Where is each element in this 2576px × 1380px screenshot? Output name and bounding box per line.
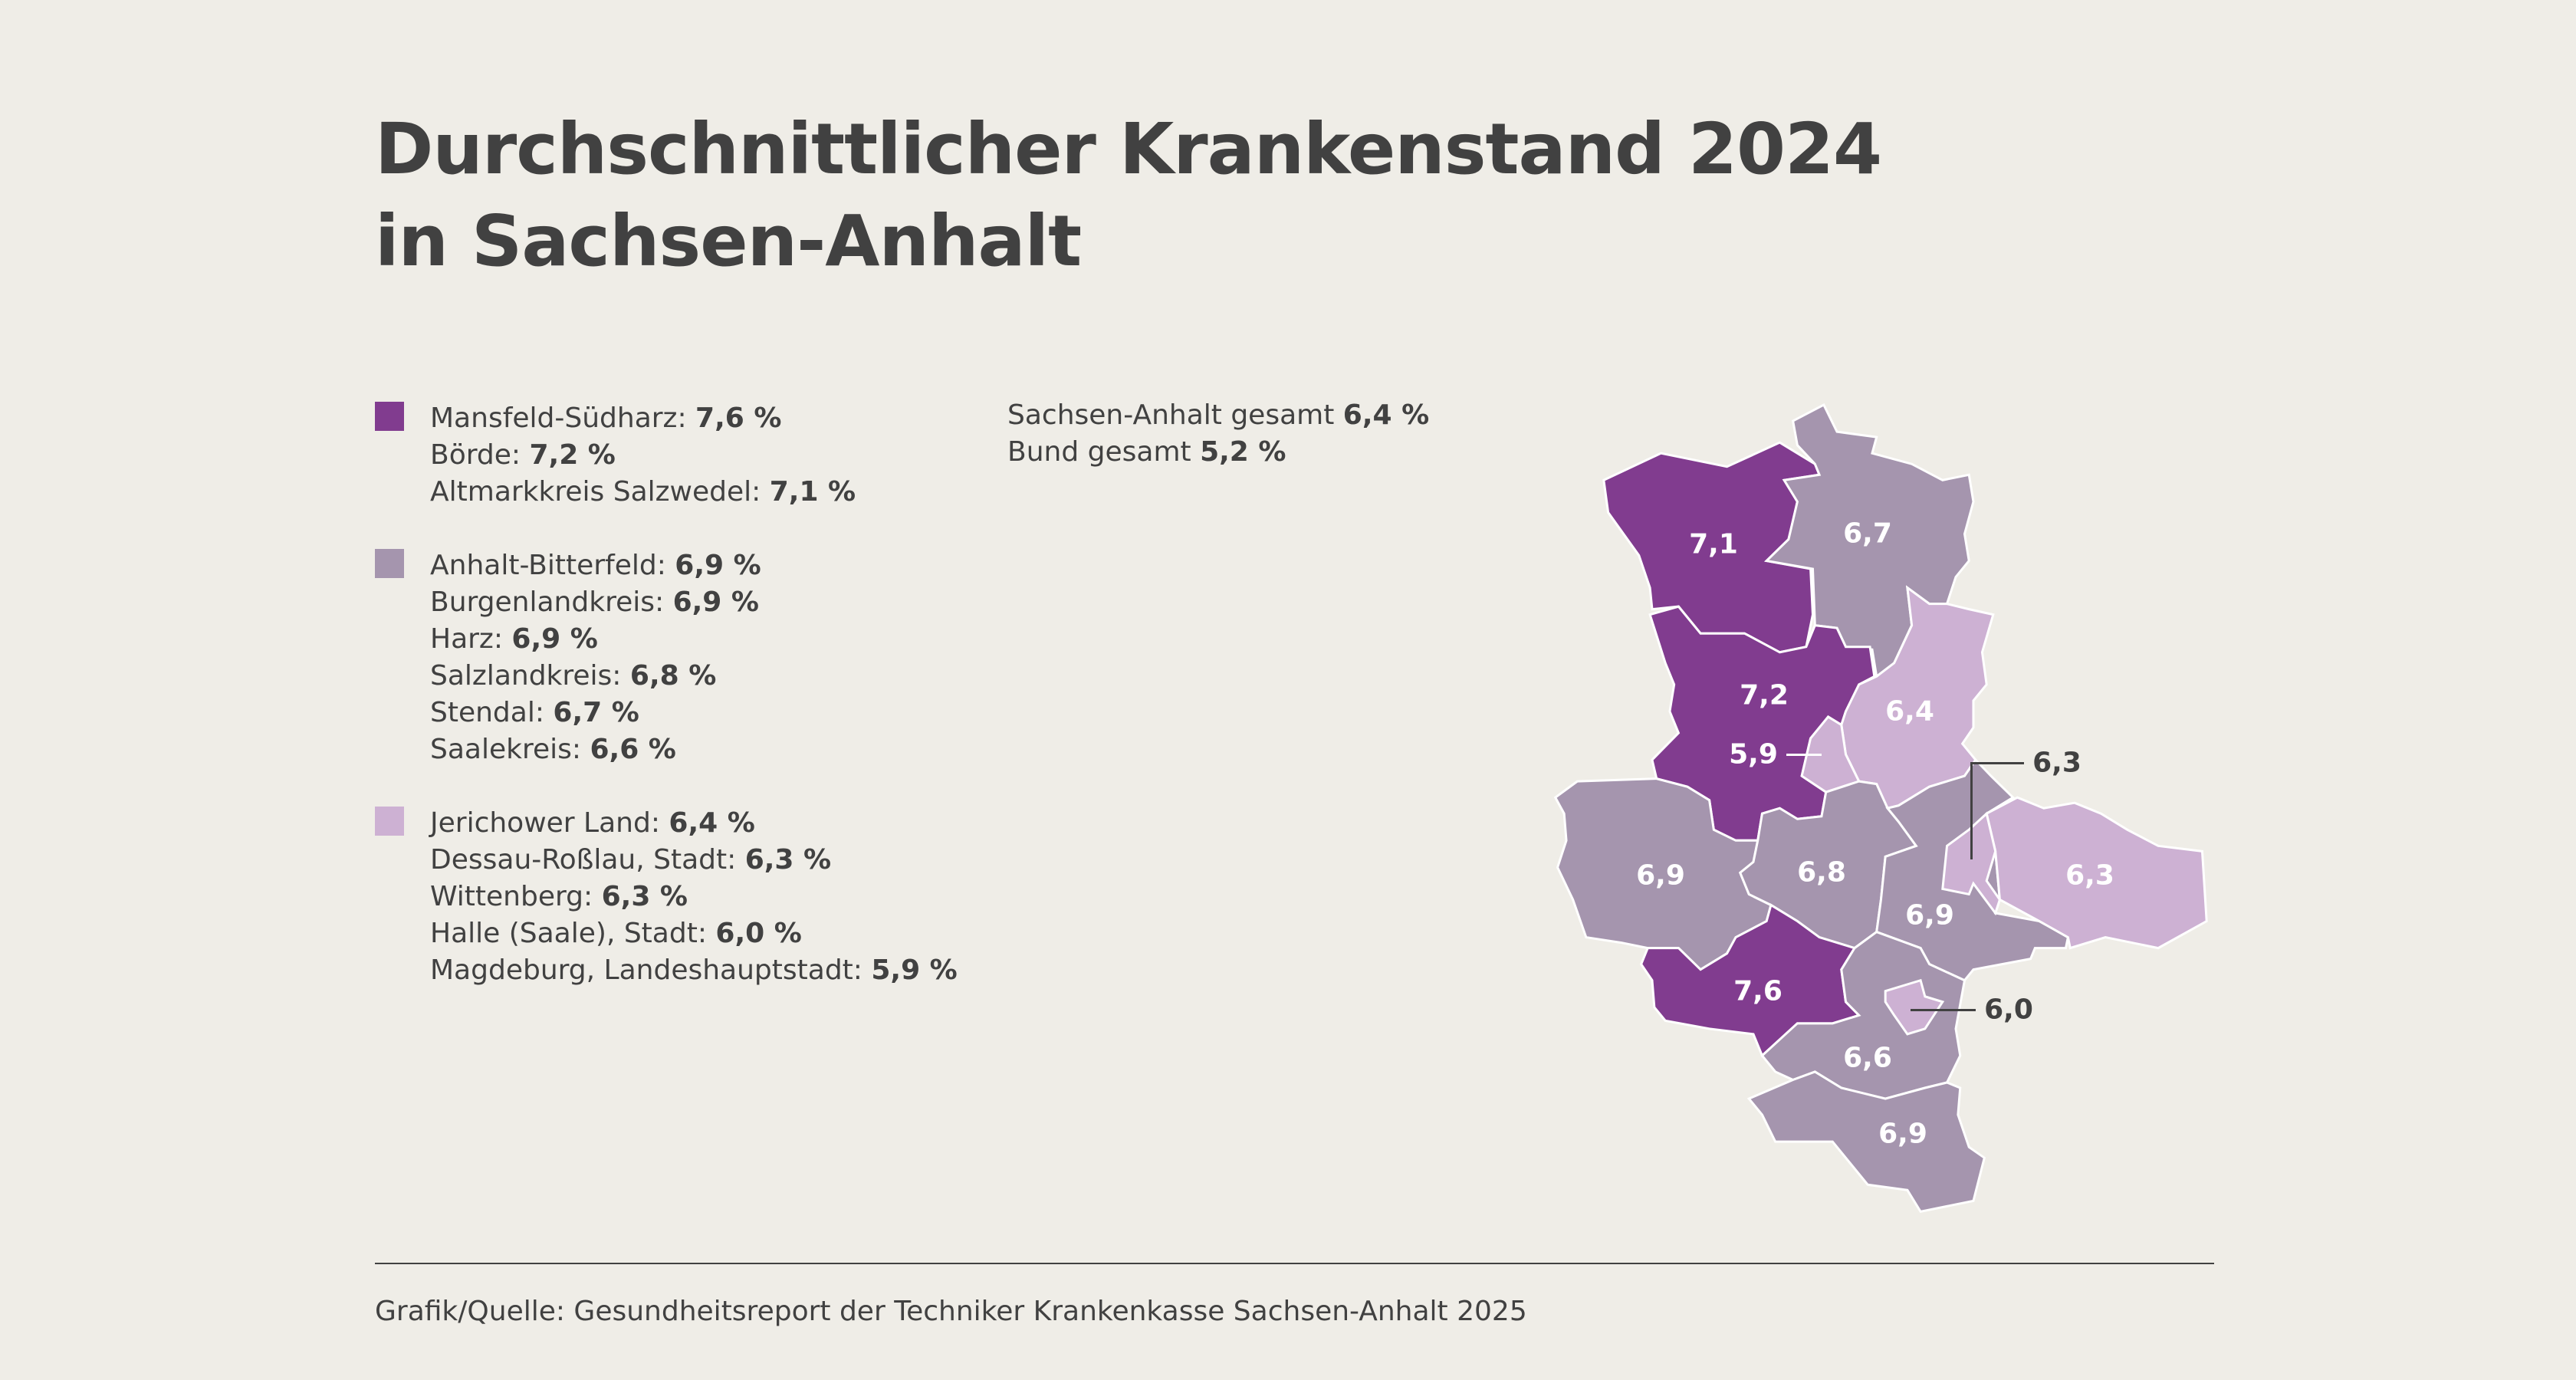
legend-item-value: 6,9 % (511, 623, 598, 655)
dessau-leader-line-v (1970, 762, 1973, 859)
legend-item-value: 6,8 % (629, 660, 717, 692)
legend-item-value: 7,6 % (695, 402, 782, 434)
legend-item-value: 6,0 % (715, 918, 802, 949)
region-altmark (1604, 442, 1819, 652)
map-label-magdeburg: 5,9 (1729, 738, 1778, 770)
map-label-mansfeld-suedharz: 7,6 (1733, 975, 1783, 1007)
total-label: Bund gesamt (1007, 436, 1201, 468)
legend-item-value: 6,9 % (672, 586, 759, 618)
legend-item-name: Salzlandkreis: (430, 660, 630, 692)
legend-item-value: 6,7 % (553, 697, 639, 728)
legend-item-name: Mansfeld-Südharz: (430, 402, 696, 434)
map-label-boerde: 7,2 (1740, 679, 1789, 711)
map-label-altmark: 7,1 (1689, 528, 1738, 560)
legend-group: Anhalt-Bitterfeld: 6,9 % Burgenlandkreis:… (375, 547, 958, 768)
total-value: 5,2 % (1200, 436, 1286, 468)
legend-item-name: Altmarkkreis Salzwedel: (430, 476, 770, 508)
legend-item-name: Jerichower Land: (430, 807, 669, 839)
legend-swatch (375, 549, 404, 578)
legend-item-name: Stendal: (430, 697, 554, 728)
legend-swatch (375, 807, 404, 836)
source-note: Grafik/Quelle: Gesundheitsreport der Tec… (375, 1296, 1527, 1327)
legend-item: Stendal: 6,7 % (430, 695, 958, 731)
legend-item: Jerichower Land: 6,4 % (430, 805, 958, 842)
total-sachsen-anhalt: Sachsen-Anhalt gesamt 6,4 % (1007, 397, 1429, 434)
sachsen-anhalt-map (1533, 383, 2223, 1227)
legend-item: Halle (Saale), Stadt: 6,0 % (430, 915, 958, 952)
legend: Mansfeld-Südharz: 7,6 % Börde: 7,2 % Altma… (375, 400, 958, 1026)
legend-item-name: Burgenlandkreis: (430, 586, 673, 618)
map-label-anhalt-bitterfeld: 6,9 (1905, 899, 1954, 932)
region-burgenlandkreis (1749, 1072, 1984, 1211)
legend-item: Wittenberg: 6,3 % (430, 879, 958, 915)
legend-item-name: Anhalt-Bitterfeld: (430, 550, 675, 581)
map-label-saalekreis: 6,6 (1843, 1042, 1892, 1074)
legend-group: Mansfeld-Südharz: 7,6 % Börde: 7,2 % Altma… (375, 400, 958, 511)
total-label: Sachsen-Anhalt gesamt (1007, 399, 1343, 431)
legend-item: Altmarkkreis Salzwedel: 7,1 % (430, 474, 958, 511)
map-label-burgenlandkreis: 6,9 (1878, 1118, 1927, 1150)
legend-item-name: Harz: (430, 623, 512, 655)
map-label-salzlandkreis: 6,8 (1797, 856, 1846, 889)
region-dessau-rosslau (1943, 813, 2000, 913)
title-line-2: in Sachsen-Anhalt (375, 200, 1082, 282)
legend-item: Börde: 7,2 % (430, 437, 958, 474)
legend-swatch (375, 402, 404, 431)
legend-group: Jerichower Land: 6,4 % Dessau-Roßlau, Sta… (375, 805, 958, 989)
legend-item: Magdeburg, Landeshauptstadt: 5,9 % (430, 952, 958, 989)
legend-item-name: Magdeburg, Landeshauptstadt: (430, 955, 872, 986)
footer-divider (375, 1263, 2214, 1264)
legend-item: Dessau-Roßlau, Stadt: 6,3 % (430, 842, 958, 879)
legend-item: Salzlandkreis: 6,8 % (430, 658, 958, 695)
legend-item-name: Dessau-Roßlau, Stadt: (430, 844, 745, 876)
map-label-stendal: 6,7 (1843, 518, 1892, 550)
legend-item: Mansfeld-Südharz: 7,6 % (430, 400, 958, 437)
map-label-jerichower-land: 6,4 (1885, 695, 1934, 728)
legend-item: Saalekreis: 6,6 % (430, 731, 958, 768)
region-halle (1885, 981, 1943, 1034)
legend-item-value: 6,6 % (590, 734, 676, 765)
map-label-halle: 6,0 (1984, 994, 2033, 1026)
magdeburg-leader-line (1786, 754, 1822, 756)
legend-item: Harz: 6,9 % (430, 621, 958, 658)
legend-item-value: 6,4 % (669, 807, 755, 839)
map-label-harz: 6,9 (1636, 859, 1685, 892)
legend-item-name: Wittenberg: (430, 881, 602, 912)
halle-leader-line (1911, 1009, 1976, 1011)
legend-item-value: 5,9 % (871, 955, 958, 986)
legend-item-name: Halle (Saale), Stadt: (430, 918, 716, 949)
legend-item: Burgenlandkreis: 6,9 % (430, 584, 958, 621)
legend-item-name: Saalekreis: (430, 734, 590, 765)
title-line-1: Durchschnittlicher Krankenstand 2024 (375, 108, 1882, 190)
legend-item-value: 6,3 % (601, 881, 688, 912)
legend-item-value: 7,2 % (529, 439, 616, 471)
legend-item-value: 6,9 % (675, 550, 761, 581)
totals: Sachsen-Anhalt gesamt 6,4 % Bund gesamt … (1007, 397, 1429, 471)
total-bund: Bund gesamt 5,2 % (1007, 434, 1429, 471)
legend-item-value: 7,1 % (769, 476, 856, 508)
legend-item-name: Börde: (430, 439, 530, 471)
total-value: 6,4 % (1342, 399, 1430, 431)
region-wittenberg (1986, 797, 2206, 948)
map-label-dessau-rosslau: 6,3 (2032, 747, 2082, 779)
dessau-leader-line-h (1971, 762, 2024, 764)
legend-item-value: 6,3 % (744, 844, 832, 876)
legend-item: Anhalt-Bitterfeld: 6,9 % (430, 547, 958, 584)
chart-title: Durchschnittlicher Krankenstand 2024 in … (375, 104, 1882, 288)
map-label-wittenberg: 6,3 (2065, 859, 2114, 892)
